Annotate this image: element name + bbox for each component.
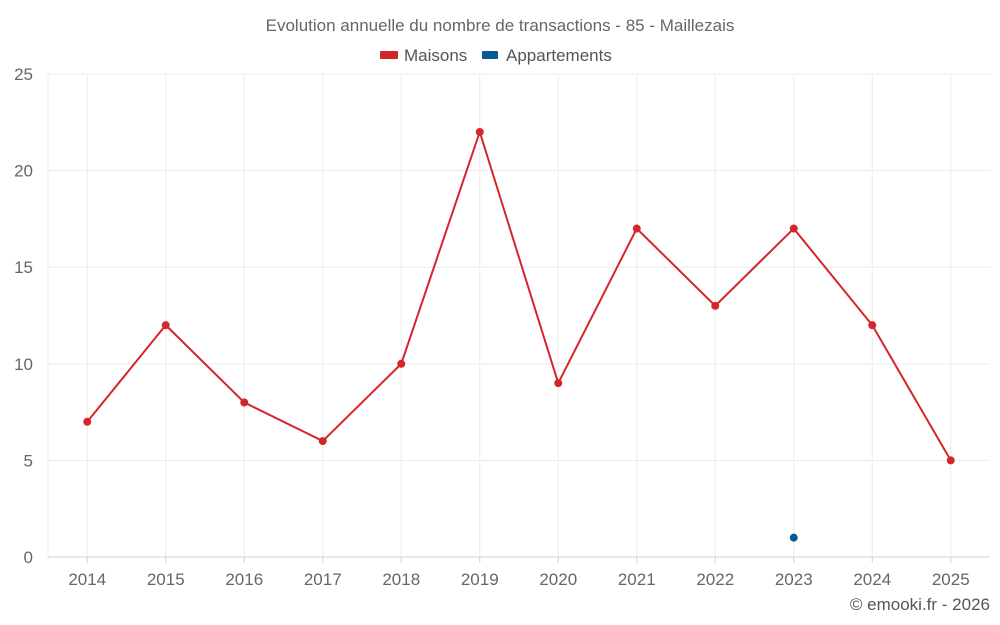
y-tick-label: 15 xyxy=(14,258,33,277)
data-point-maisons[interactable] xyxy=(946,456,955,465)
x-tick-label: 2017 xyxy=(304,570,342,589)
data-point-maisons[interactable] xyxy=(161,321,170,330)
footer-credit: © emooki.fr - 2026 xyxy=(850,595,990,614)
x-tick-label: 2022 xyxy=(696,570,734,589)
series xyxy=(83,127,955,542)
data-point-maisons[interactable] xyxy=(632,224,641,233)
data-point-maisons[interactable] xyxy=(554,379,563,388)
data-point-maisons[interactable] xyxy=(318,437,327,446)
data-point-maisons[interactable] xyxy=(475,127,484,136)
y-tick-label: 10 xyxy=(14,355,33,374)
data-point-appartements[interactable] xyxy=(789,533,798,542)
y-tick-label: 20 xyxy=(14,162,33,181)
x-tick-label: 2025 xyxy=(932,570,970,589)
legend-label-appartements: Appartements xyxy=(506,46,612,65)
data-point-maisons[interactable] xyxy=(83,417,92,426)
y-tick-label: 5 xyxy=(24,451,33,470)
x-tick-label: 2023 xyxy=(775,570,813,589)
x-tick-label: 2018 xyxy=(382,570,420,589)
x-tick-label: 2019 xyxy=(461,570,499,589)
legend-swatch-appartements xyxy=(482,51,498,59)
x-tick-label: 2014 xyxy=(68,570,106,589)
x-tick-label: 2021 xyxy=(618,570,656,589)
legend-swatch-maisons xyxy=(380,51,398,59)
chart-title: Evolution annuelle du nombre de transact… xyxy=(266,16,735,35)
y-tick-label: 25 xyxy=(14,65,33,84)
legend: Maisons Appartements xyxy=(380,46,612,65)
y-tick-label: 0 xyxy=(24,548,33,567)
legend-label-maisons: Maisons xyxy=(404,46,467,65)
series-line-maisons xyxy=(86,128,952,461)
x-tick-label: 2015 xyxy=(147,570,185,589)
x-tick-label: 2016 xyxy=(225,570,263,589)
data-point-maisons[interactable] xyxy=(240,398,249,407)
data-point-maisons[interactable] xyxy=(868,321,877,330)
x-tick-label: 2024 xyxy=(853,570,891,589)
data-point-maisons[interactable] xyxy=(397,359,406,368)
x-tick-label: 2020 xyxy=(539,570,577,589)
grid xyxy=(47,73,990,557)
data-point-maisons[interactable] xyxy=(789,224,798,233)
data-point-maisons[interactable] xyxy=(711,301,720,310)
